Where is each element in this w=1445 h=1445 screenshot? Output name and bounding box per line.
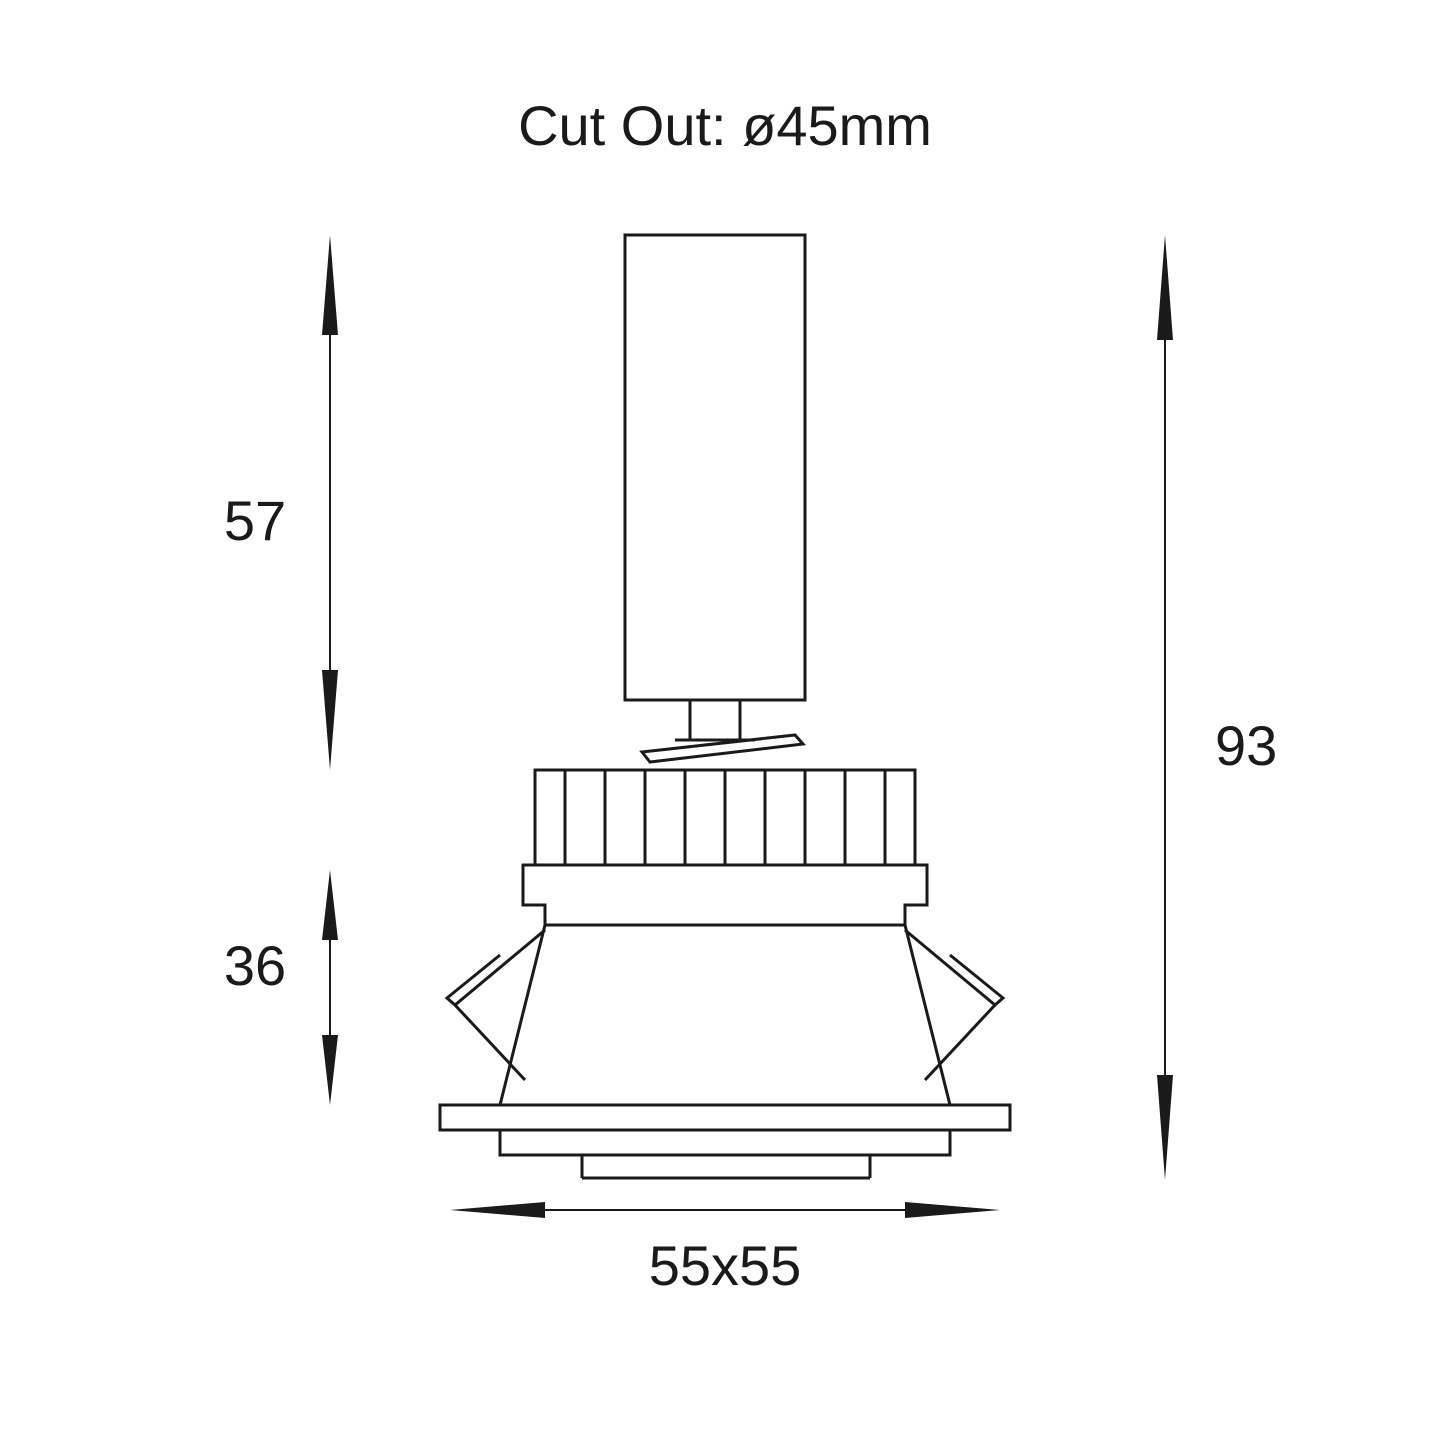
dim-line-93 — [1157, 235, 1173, 1180]
flange — [440, 1105, 1010, 1178]
dim-line-55x55 — [450, 1202, 1000, 1218]
dim-label-57: 57 — [224, 489, 286, 552]
driver-bracket — [642, 700, 803, 762]
labels: Cut Out: ø45mm 57 36 93 55x55 — [224, 94, 1277, 1297]
spring-clips — [447, 930, 1003, 1080]
dim-line-57 — [322, 235, 338, 770]
dim-label-36: 36 — [224, 934, 286, 997]
title-text: Cut Out: ø45mm — [518, 94, 932, 157]
dimension-drawing: Cut Out: ø45mm 57 36 93 55x55 — [0, 0, 1445, 1445]
fixture-body — [500, 865, 950, 1105]
dim-label-55x55: 55x55 — [649, 1234, 802, 1297]
product-outline — [440, 235, 1010, 1178]
dim-line-36 — [322, 870, 338, 1105]
driver-block — [625, 235, 805, 700]
dim-label-93: 93 — [1215, 714, 1277, 777]
heatsink-top — [535, 770, 915, 865]
dimension-markers — [322, 235, 1173, 1218]
